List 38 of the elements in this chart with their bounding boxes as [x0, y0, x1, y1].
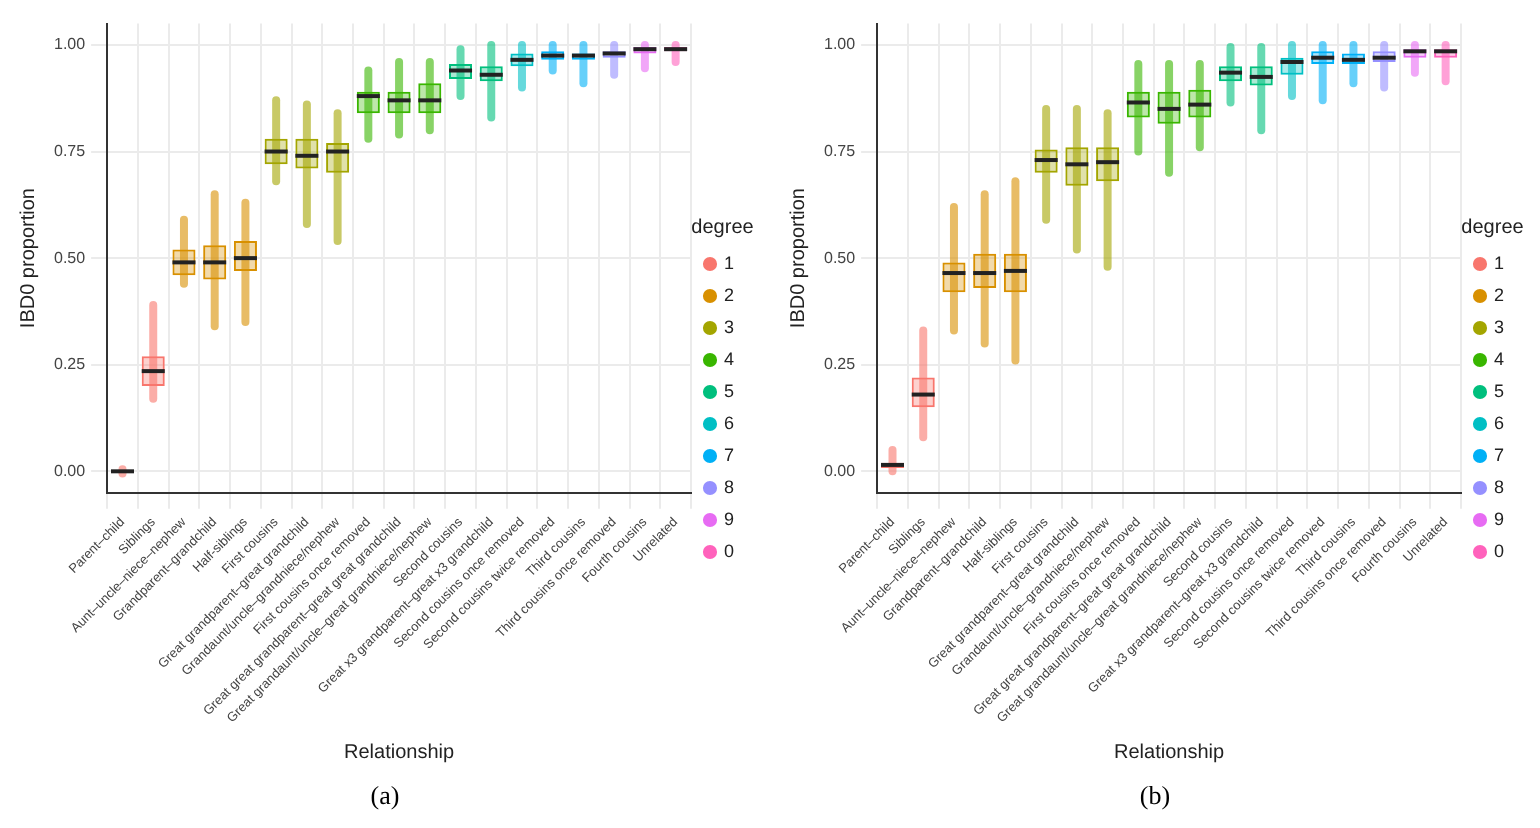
legend-label: 3 [1493, 316, 1505, 337]
legend-label: 9 [1493, 508, 1505, 529]
legend-label: 6 [723, 412, 735, 433]
legend-label: 7 [723, 444, 735, 465]
y-tick-label: 0.00 [53, 461, 87, 480]
legend-label: 4 [723, 348, 735, 369]
y-tick-label: 0.25 [823, 355, 857, 374]
x-axis-title: Relationship [344, 741, 455, 764]
y-tick-label: 0.50 [53, 248, 87, 267]
legend-label: 6 [1493, 412, 1505, 433]
legend-label: 0 [1493, 540, 1505, 561]
legend-label: 7 [1493, 444, 1505, 465]
legend-label: 0 [723, 540, 735, 561]
text: (b) [1139, 780, 1171, 812]
y-tick-label: 0.25 [53, 355, 87, 374]
x-axis-title: Relationship [1114, 741, 1225, 764]
y-axis-title: IBD0 proportion [17, 188, 40, 329]
legend-label: 5 [1493, 380, 1505, 401]
y-tick-label: 0.50 [823, 248, 857, 267]
legend-label: 3 [723, 316, 735, 337]
legend-title: degree [1461, 216, 1525, 239]
legend-label: 1 [723, 252, 735, 273]
legend-title: degree [691, 216, 755, 239]
y-tick-label: 1.00 [53, 35, 87, 54]
legend-label: 9 [723, 508, 735, 529]
legend-label: 2 [1493, 284, 1505, 305]
y-axis-title: IBD0 proportion [787, 188, 810, 329]
y-tick-label: 0.75 [823, 141, 857, 160]
y-tick-label: 0.75 [53, 141, 87, 160]
legend-label: 1 [1493, 252, 1505, 273]
legend-label: 8 [723, 476, 735, 497]
legend-label: 2 [723, 284, 735, 305]
legend-label: 8 [1493, 476, 1505, 497]
y-tick-label: 1.00 [823, 35, 857, 54]
legend-label: 5 [723, 380, 735, 401]
y-tick-label: 0.00 [823, 461, 857, 480]
text: (a) [370, 780, 400, 812]
legend-label: 4 [1493, 348, 1505, 369]
